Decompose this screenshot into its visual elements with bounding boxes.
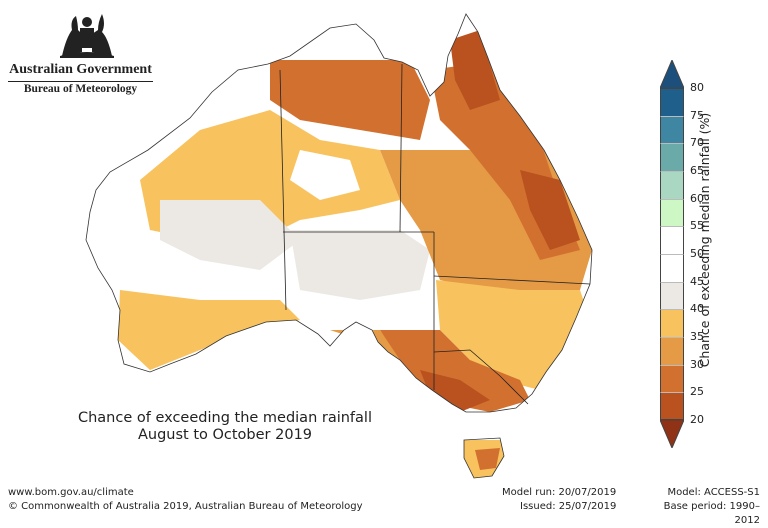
footer-left: www.bom.gov.au/climate © Commonwealth of… [8, 486, 363, 514]
legend-axis-label: Chance of exceeding median rainfall (%) [697, 112, 712, 368]
map-title-line2: August to October 2019 [137, 427, 313, 443]
legend-lower-triangle [660, 420, 684, 448]
legend-band-40-45 [660, 281, 684, 310]
legend-band-65-70 [660, 143, 684, 171]
legend-tick-60: 60 [690, 191, 704, 205]
footer-issued: Issued: 25/07/2019 [520, 501, 617, 512]
org-name-line1: Australian Government [8, 62, 153, 82]
legend-tick-20: 20 [690, 413, 704, 426]
map-title-line1: Chance of exceeding the median rainfall [77, 410, 372, 426]
legend-tick-65: 65 [690, 164, 704, 177]
legend-tick-45: 45 [690, 274, 704, 288]
australia-rainfall-map [85, 13, 593, 479]
legend-tick-35: 35 [690, 330, 704, 343]
legend-tick-30: 30 [690, 357, 704, 371]
legend-tick-55: 55 [690, 219, 704, 233]
legend-tick-75: 75 [690, 108, 704, 122]
legend-band-45-50 [660, 254, 684, 282]
legend-band-25-30 [660, 364, 684, 393]
footer-model: Model: ACCESS-S1 [667, 487, 760, 498]
legend-band-35-40 [660, 309, 684, 337]
color-legend: 80 75 70 65 60 55 50 45 40 35 30 25 20 [660, 60, 704, 450]
legend-tick-25: 25 [690, 385, 704, 399]
org-name-line2: Bureau of Meteorology [23, 83, 138, 95]
footer-copyright: © Commonwealth of Australia 2019, Austra… [8, 501, 363, 512]
coat-of-arms-logo [14, 8, 159, 100]
state-borders [279, 63, 591, 405]
footer-middle: Model run: 20/07/2019 Issued: 25/07/2019 [502, 486, 616, 514]
legend-tick-70: 70 [690, 136, 704, 150]
legend-tick-50: 50 [690, 247, 704, 260]
legend-band-55-60 [660, 198, 684, 227]
footer-url[interactable]: www.bom.gov.au/climate [8, 487, 134, 498]
footer-right: Model: ACCESS-S1 Base period: 1990–2012 [640, 486, 760, 528]
legend-band-20-25 [660, 392, 684, 420]
legend-upper-triangle [660, 60, 684, 88]
legend-band-60-65 [660, 171, 684, 199]
legend-band-30-35 [660, 337, 684, 365]
footer-model-run: Model run: 20/07/2019 [502, 487, 617, 498]
legend-tick-80: 80 [690, 81, 704, 94]
legend-tick-40: 40 [690, 302, 704, 316]
legend-band-75-80 [660, 88, 684, 116]
legend-band-50-55 [660, 226, 684, 254]
legend-band-70-75 [660, 115, 684, 144]
map-title: Chance of exceeding the median rainfall … [60, 410, 390, 444]
footer-base-period: Base period: 1990–2012 [663, 501, 760, 526]
